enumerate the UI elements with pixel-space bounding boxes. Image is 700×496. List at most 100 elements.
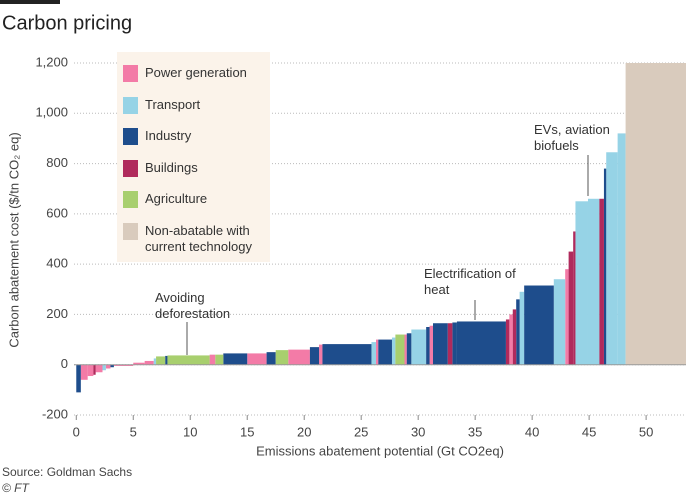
bar	[404, 334, 407, 365]
legend-swatch	[123, 191, 138, 208]
bar	[553, 279, 566, 365]
bar	[153, 358, 157, 365]
bar	[167, 355, 210, 365]
x-tick-label: 10	[183, 424, 197, 439]
legend-swatch	[123, 222, 138, 240]
y-tick-label: 1,200	[35, 54, 68, 69]
legend-swatch	[123, 128, 138, 145]
bar	[133, 362, 145, 365]
bar	[80, 364, 88, 380]
annotation: EVs, aviation biofuels	[534, 122, 610, 153]
credit: © FT	[2, 481, 31, 495]
bar	[266, 352, 276, 365]
bar	[209, 354, 216, 365]
y-tick-label: 1,000	[35, 105, 68, 120]
y-tick-label: -200	[42, 406, 68, 421]
y-axis-title: Carbon abatement cost ($/tn CO₂ eq)	[6, 132, 21, 347]
bar	[110, 364, 114, 368]
x-tick-label: 25	[354, 424, 368, 439]
bar	[603, 168, 607, 365]
bar	[156, 356, 166, 365]
bar	[76, 364, 81, 393]
bar	[625, 63, 686, 365]
x-axis-title: Emissions abatement potential (Gt CO2eq)	[256, 443, 504, 458]
bar	[456, 321, 506, 365]
legend-swatch	[123, 65, 138, 82]
legend-label: Power generation	[145, 65, 247, 80]
bar	[573, 231, 576, 365]
bar	[93, 364, 96, 375]
bar	[87, 364, 94, 377]
bar	[575, 201, 588, 365]
x-tick-label: 20	[297, 424, 311, 439]
bar	[371, 342, 377, 365]
bar	[378, 339, 392, 365]
annotation: Avoiding deforestation	[155, 290, 231, 321]
chart-title: Carbon pricing	[2, 12, 132, 34]
legend-label: Buildings	[145, 159, 198, 175]
x-tick-label: 45	[582, 424, 596, 439]
y-tick-label: 200	[46, 306, 68, 321]
bar	[617, 133, 626, 365]
x-tick-label: 30	[411, 424, 425, 439]
legend-label: Agriculture	[145, 191, 208, 206]
legend-swatch	[123, 159, 138, 177]
bar	[102, 364, 106, 371]
legend-label: Non-abatable with current technology	[145, 222, 252, 254]
bar	[247, 353, 267, 365]
bar	[587, 198, 600, 365]
source: Source: Goldman Sachs	[2, 465, 132, 479]
annotation: Electrification of heat	[424, 266, 516, 297]
bar	[95, 364, 103, 373]
bar	[509, 314, 513, 365]
bar	[322, 344, 372, 365]
bar	[376, 339, 379, 365]
bar	[411, 329, 427, 365]
y-tick-label: 400	[46, 256, 68, 271]
legend-label: Transport	[145, 96, 201, 112]
bar	[309, 347, 320, 365]
bar	[395, 334, 405, 365]
legend-label: Industry	[145, 128, 192, 143]
bar	[447, 323, 453, 365]
bar	[505, 319, 510, 365]
legend: Power generation Transport Industry Buildin…	[117, 52, 270, 262]
bar	[406, 333, 412, 365]
bar	[512, 309, 517, 365]
bar	[223, 353, 248, 365]
bar	[452, 322, 457, 365]
y-tick-label: 0	[61, 356, 68, 371]
brand-bar	[0, 0, 60, 4]
bar	[391, 337, 396, 365]
bar	[606, 152, 618, 365]
y-tick-label: 600	[46, 205, 68, 220]
bar	[429, 325, 433, 365]
x-tick-label: 5	[130, 424, 137, 439]
bar	[113, 364, 134, 366]
bar	[144, 360, 154, 365]
bars	[76, 63, 686, 393]
bar	[519, 291, 525, 365]
bar	[319, 344, 323, 365]
legend-swatch	[123, 96, 138, 114]
bar	[568, 251, 574, 365]
bar	[426, 327, 430, 365]
y-tick-label: 800	[46, 155, 68, 170]
bar	[275, 350, 289, 365]
x-tick-label: 35	[468, 424, 482, 439]
bar	[165, 355, 168, 365]
x-tick-label: 40	[525, 424, 539, 439]
bar	[432, 323, 448, 365]
x-tick-label: 15	[240, 424, 254, 439]
bar	[524, 285, 554, 365]
bar	[599, 198, 604, 365]
bar	[105, 364, 111, 369]
x-tick-label: 0	[73, 424, 80, 439]
bar	[215, 354, 224, 365]
bar	[565, 269, 569, 365]
x-tick-label: 50	[639, 424, 653, 439]
bar	[288, 349, 310, 365]
bar	[516, 299, 520, 365]
